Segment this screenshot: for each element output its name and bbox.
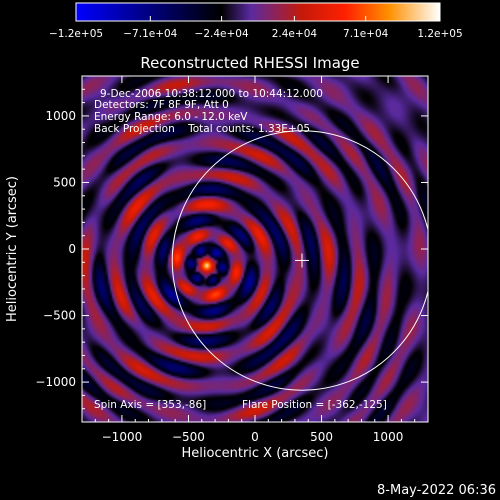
heatmap-image — [82, 76, 428, 422]
heatmap-raster — [82, 76, 428, 422]
colorbar-tick-label: 7.1e+04 — [343, 28, 389, 40]
y-tick-label: −500 — [43, 309, 76, 323]
colorbar-tick-label: −1.2e+05 — [49, 28, 103, 40]
x-tick-label: 0 — [251, 430, 259, 444]
x-tick-label: −500 — [172, 430, 205, 444]
chart-title: Reconstructed RHESSI Image — [140, 54, 359, 72]
colorbar-ticks: −1.2e+05 −7.1e+04 −2.4e+04 2.4e+04 7.1e+04 1.… — [49, 16, 463, 40]
flare-position-label: Flare Position = [-362,-125] — [242, 399, 387, 411]
solar-overlay — [171, 130, 428, 391]
y-tick-label: 500 — [53, 175, 76, 189]
annotation-method: Back Projection Total counts: 1.33E+05 — [94, 123, 310, 135]
spin-axis-label: Spin Axis = [353,-86] — [94, 399, 206, 411]
colorbar — [75, 2, 441, 22]
y-axis-label: Heliocentric Y (arcsec) — [5, 176, 20, 322]
y-tick-label: 1000 — [45, 109, 76, 123]
annotation-block: 9-Dec-2006 10:38:12.000 to 10:44:12.000 … — [94, 88, 323, 135]
timestamp: 8-May-2022 06:36 — [377, 483, 496, 498]
solar-limb — [171, 130, 428, 391]
colorbar-tick-label: −7.1e+04 — [123, 28, 177, 40]
colorbar-tick-label: −2.4e+04 — [195, 28, 249, 40]
x-tick-label: 500 — [310, 430, 333, 444]
x-tick-label: −1000 — [102, 430, 143, 444]
axes: −1000 −500 0 500 1000 −1000 −500 0 500 1000 — [35, 76, 428, 444]
colorbar-tick-label: 1.2e+05 — [417, 28, 462, 40]
colorbar-tick-label: 2.4e+04 — [272, 28, 318, 40]
annotation-detectors: Detectors: 7F 8F 9F, Att 0 — [94, 99, 229, 111]
y-tick-label: −1000 — [35, 375, 76, 389]
y-tick-label: 0 — [68, 242, 76, 256]
x-tick-label: 1000 — [373, 430, 404, 444]
annotation-time: 9-Dec-2006 10:38:12.000 to 10:44:12.000 — [100, 88, 323, 100]
x-axis-label: Heliocentric X (arcsec) — [182, 446, 329, 461]
annotation-energy: Energy Range: 6.0 - 12.0 keV — [94, 111, 248, 123]
